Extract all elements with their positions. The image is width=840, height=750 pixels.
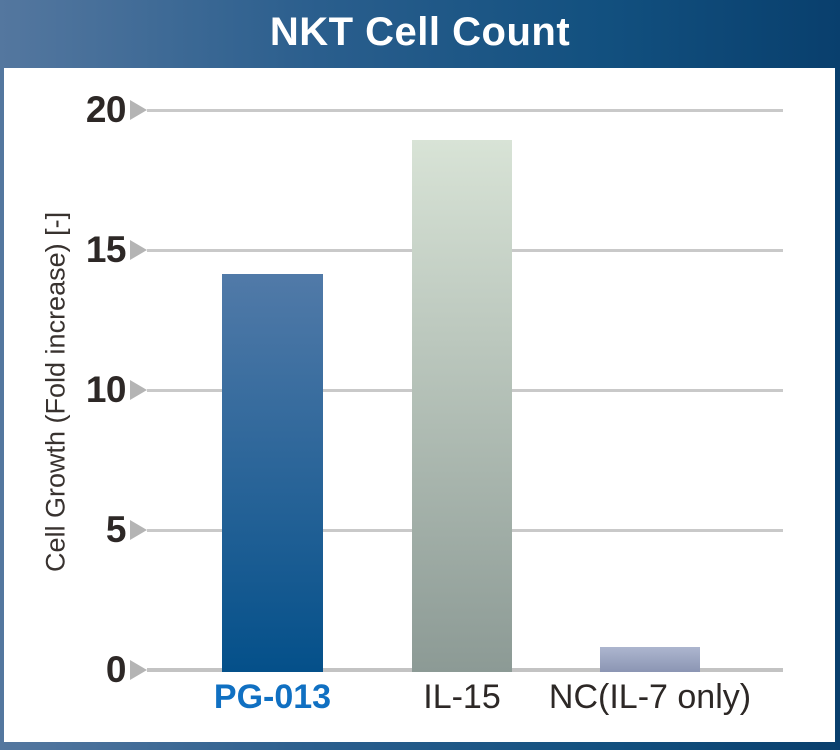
x-tick-label-il-15: IL-15 xyxy=(423,678,501,716)
chart-title: NKT Cell Count xyxy=(269,9,571,54)
x-tick-label-nc-il-7-only: NC(IL-7 only) xyxy=(548,678,752,716)
y-tick-label-5: 5 xyxy=(105,509,127,550)
y-tick-label-10: 10 xyxy=(85,369,127,410)
axis-tick-triangle-icon xyxy=(130,520,147,540)
chart-header: NKT Cell Count xyxy=(0,0,840,68)
y-tick-label-20: 20 xyxy=(85,89,127,130)
axis-tick-triangle-icon xyxy=(130,240,147,260)
chart-panel: Cell Growth (Fold increase) [-] 20 15 10 5 0… xyxy=(4,68,835,742)
axis-tick-triangle-icon xyxy=(130,660,147,680)
x-tick-label-pg-013: PG-013 xyxy=(213,678,332,716)
axis-tick-triangle-icon xyxy=(130,380,147,400)
bar-nc-il-7-only xyxy=(600,647,700,672)
y-tick-label-15: 15 xyxy=(85,229,127,270)
y-tick-label-0: 0 xyxy=(105,649,127,690)
bar-pg-013 xyxy=(222,274,323,672)
bar-il-15 xyxy=(412,140,512,672)
gridline-y20 xyxy=(147,109,783,112)
axis-tick-triangle-icon xyxy=(130,100,147,120)
